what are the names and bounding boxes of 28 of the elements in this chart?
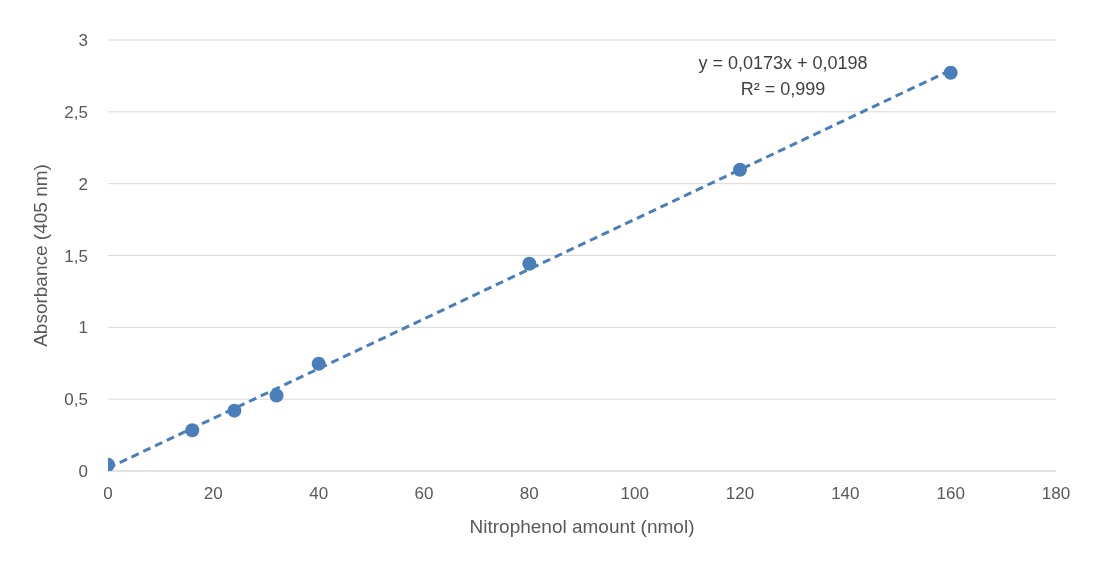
point bbox=[522, 256, 537, 271]
y-tick-label: 2,5 bbox=[64, 102, 88, 122]
x-tick-label: 20 bbox=[203, 484, 223, 504]
point bbox=[227, 403, 242, 418]
point bbox=[269, 388, 284, 403]
x-tick-label: 80 bbox=[519, 484, 539, 504]
x-tick-label: 40 bbox=[309, 484, 329, 504]
point bbox=[311, 356, 326, 371]
x-tick-label: 180 bbox=[1041, 484, 1071, 504]
x-axis-title: Nitrophenol amount (nmol) bbox=[469, 516, 695, 537]
y-axis-title: Absorbance (405 nm) bbox=[29, 164, 51, 347]
y-tick-label: 2 bbox=[78, 174, 88, 194]
y-tick-label: 1,5 bbox=[64, 246, 88, 266]
x-tick-label: 60 bbox=[414, 484, 434, 504]
x-tick-label: 120 bbox=[725, 484, 755, 504]
y-tick-label: 1 bbox=[78, 318, 88, 338]
x-tick-label: 100 bbox=[620, 484, 649, 504]
y-tick-label: 3 bbox=[78, 31, 88, 51]
x-tick-label: 140 bbox=[831, 484, 860, 504]
point bbox=[733, 162, 747, 177]
annotation: y = 0,0173x + 0,0198 bbox=[697, 52, 869, 75]
point bbox=[185, 423, 200, 438]
point bbox=[943, 65, 958, 80]
y-tick-label: 0,5 bbox=[64, 390, 88, 410]
y-tick-label: 0 bbox=[78, 462, 88, 482]
x-tick-label: 0 bbox=[103, 484, 113, 504]
x-tick-label: 160 bbox=[936, 484, 965, 504]
annotation: R² = 0,999 bbox=[739, 78, 827, 101]
